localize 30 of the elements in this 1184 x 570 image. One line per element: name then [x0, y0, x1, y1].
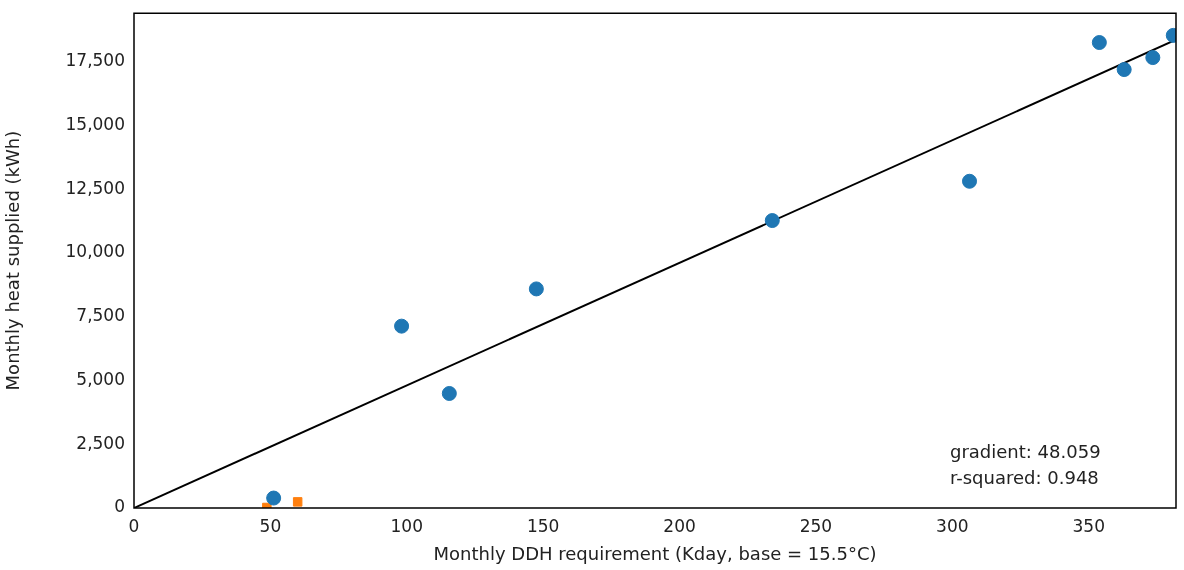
x-tick-label: 200: [663, 515, 696, 536]
y-tick-label: 0: [114, 496, 125, 517]
annotation: r-squared: 0.948: [950, 467, 1099, 488]
x-tick-label: 100: [390, 515, 423, 536]
y-axis-title: Monthly heat supplied (kWh): [2, 130, 24, 391]
x-tick-label: 0: [128, 515, 140, 536]
point: [528, 281, 544, 297]
y-tick-label: 7,500: [76, 305, 125, 326]
y-tick-label: 5,000: [76, 368, 125, 389]
y-tick-label: 15,000: [65, 113, 125, 134]
point: [394, 318, 410, 334]
x-axis-title: Monthly DDH requirement (Kday, base = 15.5°C): [433, 542, 877, 564]
x-tick-label: 350: [1072, 515, 1105, 536]
y-tick-label: 10,000: [65, 241, 125, 262]
point: [1091, 35, 1107, 51]
x-tick-label: 250: [799, 515, 833, 536]
x-tick-label: 50: [259, 515, 282, 536]
point: [266, 490, 282, 506]
point: [962, 173, 978, 189]
point: [1116, 62, 1132, 78]
point: [292, 497, 303, 507]
y-tick-label: 12,500: [65, 177, 125, 198]
x-tick-label: 300: [936, 515, 969, 536]
y-tick-label: 2,500: [76, 432, 125, 453]
y-tick-label: 17,500: [65, 50, 125, 71]
point: [1145, 50, 1161, 66]
point: [441, 385, 457, 401]
x-tick-label: 150: [526, 515, 560, 536]
point: [764, 213, 780, 229]
annotation: gradient: 48.059: [950, 441, 1101, 462]
